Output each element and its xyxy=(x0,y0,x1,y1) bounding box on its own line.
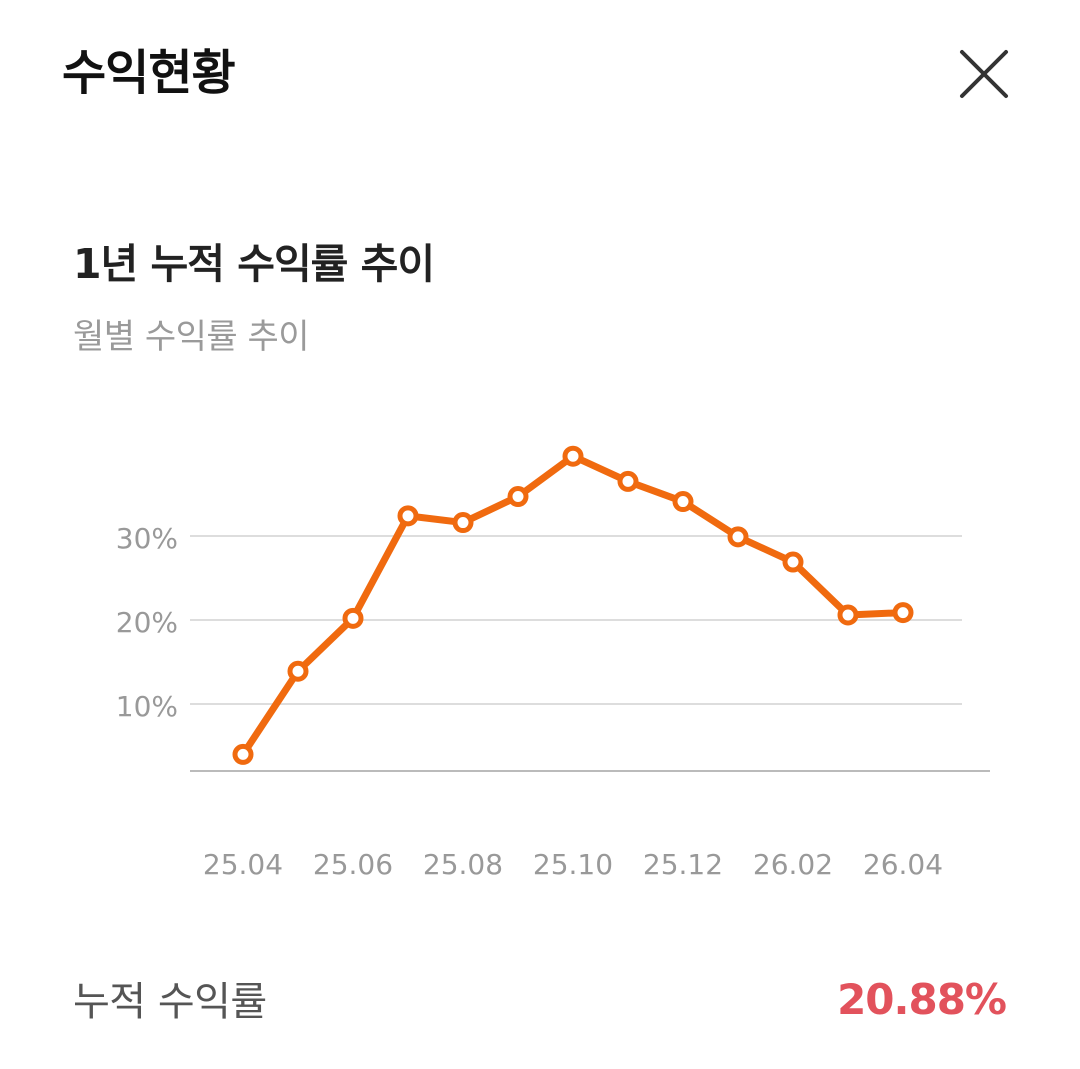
x-tick-label: 25.12 xyxy=(643,848,723,881)
series-line xyxy=(239,452,907,758)
data-point xyxy=(507,486,529,508)
return-trend-chart: 10% 20% 30% 25.04 25.06 25.08 25.10 25.12 26.02 2… xyxy=(0,400,1080,920)
y-tick-label: 30% xyxy=(116,522,178,555)
data-point xyxy=(562,445,584,467)
data-point xyxy=(342,607,364,629)
y-tick-label: 20% xyxy=(116,606,178,639)
data-point xyxy=(617,470,639,492)
x-tick-label: 25.08 xyxy=(423,848,503,881)
x-tick-label: 25.10 xyxy=(533,848,613,881)
chart-section-title: 1년 누적 수익률 추이 xyxy=(73,240,435,288)
x-tick-label: 26.04 xyxy=(863,848,943,881)
x-tick-label: 26.02 xyxy=(753,848,833,881)
data-point xyxy=(837,604,859,626)
data-point xyxy=(727,526,749,548)
x-tick-label: 25.04 xyxy=(203,848,283,881)
data-point xyxy=(892,602,914,624)
close-button[interactable] xyxy=(948,40,1018,110)
line-chart: 10% 20% 30% 25.04 25.06 25.08 25.10 25.12 26.02 2… xyxy=(116,445,990,881)
y-tick-label: 10% xyxy=(116,690,178,723)
data-point xyxy=(232,743,254,765)
data-point xyxy=(782,551,804,573)
data-point xyxy=(397,505,419,527)
data-point xyxy=(287,660,309,682)
x-tick-label: 25.06 xyxy=(313,848,393,881)
data-point xyxy=(452,512,474,534)
data-point xyxy=(672,491,694,513)
page-title: 수익현황 xyxy=(62,45,236,101)
cumulative-return-value: 20.88% xyxy=(837,975,1007,1024)
close-icon xyxy=(960,50,1008,98)
chart-section-subtitle: 월별 수익률 추이 xyxy=(73,317,310,357)
cumulative-return-label: 누적 수익률 xyxy=(73,979,267,1025)
